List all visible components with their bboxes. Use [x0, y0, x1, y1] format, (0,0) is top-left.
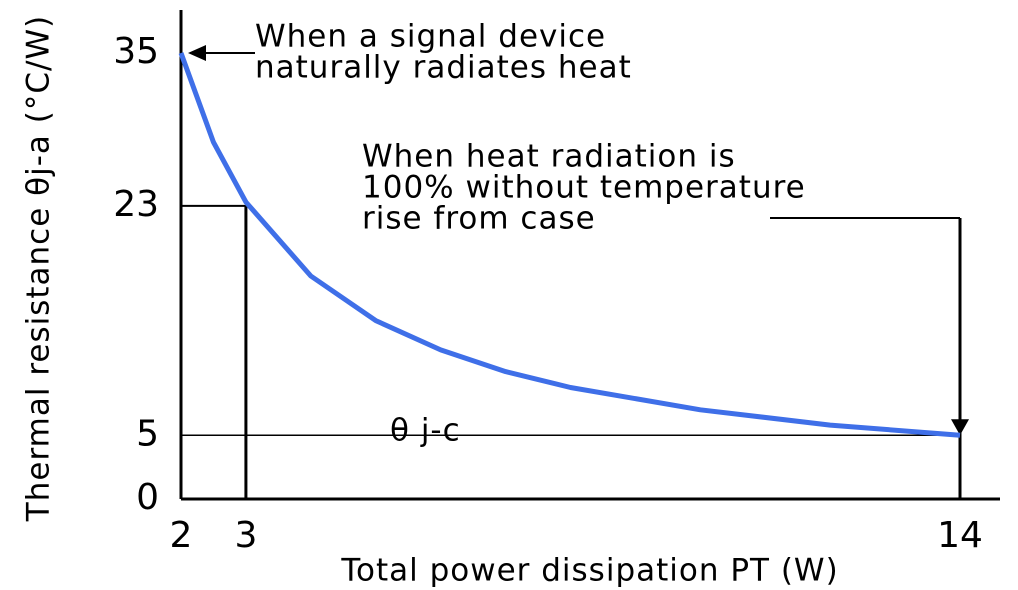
arrow-head: [951, 419, 969, 436]
arrow-head: [188, 45, 206, 61]
y-tick-label: 5: [136, 413, 159, 454]
x-tick-label: 2: [170, 515, 193, 556]
annotation: rise from case: [362, 201, 596, 237]
annotation: When a signal device: [255, 19, 606, 55]
y-axis-label: Thermal resistance θj-a (°C/W): [21, 15, 57, 522]
y-tick-label: 35: [113, 31, 159, 72]
annotation: naturally radiates heat: [255, 50, 632, 86]
y-tick-label: 23: [113, 184, 159, 225]
y-tick-label: 0: [136, 477, 159, 518]
x-tick-label: 3: [234, 515, 257, 556]
x-tick-label: 14: [937, 515, 983, 556]
annotation: 100% without temperature: [362, 170, 806, 206]
annotation: θ j-c: [390, 413, 461, 449]
annotation: When heat radiation is: [362, 139, 736, 175]
x-axis-label: Total power dissipation PT (W): [340, 553, 838, 589]
data-line: [178, 52, 961, 438]
